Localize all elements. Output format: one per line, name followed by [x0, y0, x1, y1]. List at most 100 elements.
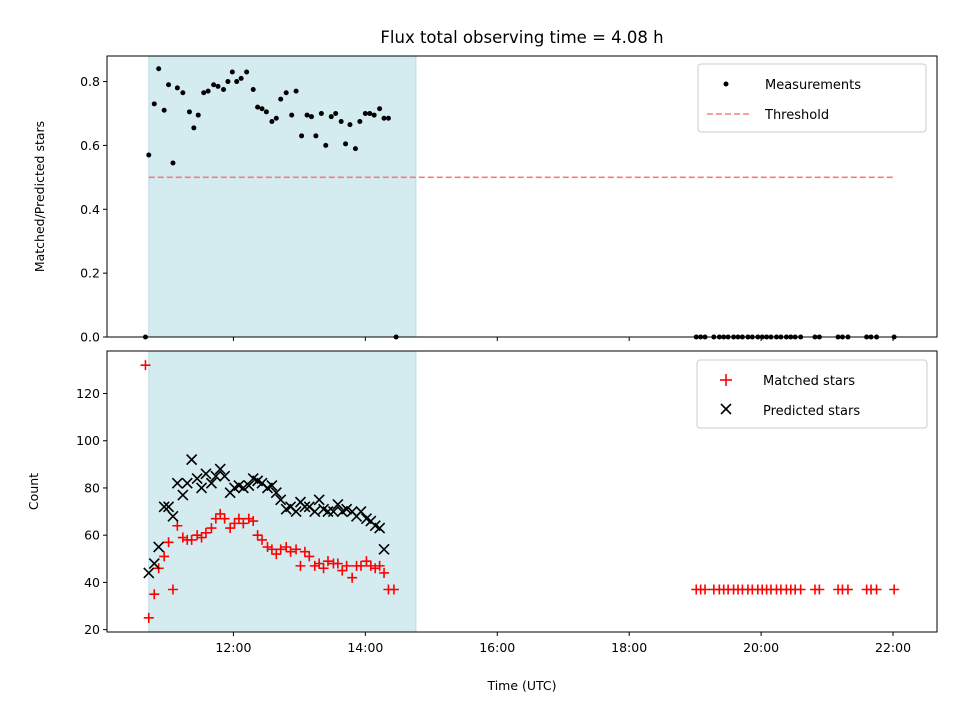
matched-stars-point — [200, 527, 211, 538]
legend-matched-label: Matched stars — [763, 374, 855, 389]
matched-stars-point — [365, 560, 376, 571]
observing-interval-band — [148, 56, 416, 337]
measurements-point — [357, 118, 363, 124]
measurements-point — [186, 109, 192, 115]
predicted-stars-point — [299, 501, 311, 513]
measurements-point — [250, 87, 256, 93]
matched-stars-point — [149, 589, 160, 600]
legend-threshold-label: Threshold — [764, 108, 829, 123]
predicted-stars-point — [177, 489, 189, 501]
measurements-point — [377, 106, 383, 112]
x-axis-label: Time (UTC) — [486, 678, 556, 693]
predicted-stars-point — [195, 482, 208, 494]
matched-stars-point — [370, 563, 381, 574]
measurements-point — [308, 114, 314, 120]
predicted-stars-point — [191, 472, 203, 485]
measurements-point — [146, 152, 152, 158]
predicted-stars-point — [327, 506, 340, 518]
y-tick-label: 0.4 — [80, 202, 100, 217]
bottom-legend: Matched stars Predicted stars — [696, 359, 928, 429]
y-tick-label: 80 — [84, 480, 100, 495]
predicted-stars-point — [275, 494, 287, 506]
measurements-point — [385, 115, 391, 121]
measurements-point — [283, 90, 289, 96]
matched-stars-point — [229, 518, 240, 529]
matched-stars-point — [341, 560, 352, 571]
y-tick-label: 0.8 — [80, 74, 100, 89]
matched-stars-point — [271, 549, 282, 560]
matched-stars-point — [143, 612, 154, 623]
matched-stars-point — [215, 508, 226, 519]
measurements-point — [259, 106, 265, 112]
measurements-point — [381, 115, 387, 121]
predicted-stars-point — [143, 567, 155, 579]
matched-stars-point — [238, 518, 249, 529]
matched-stars-point — [347, 572, 358, 583]
matched-stars-point — [291, 544, 302, 555]
measurements-point — [333, 110, 339, 116]
predicted-stars-point — [332, 498, 344, 511]
measurements-point — [263, 109, 269, 115]
matched-stars-point — [842, 584, 853, 595]
top-legend: Measurements Threshold — [697, 63, 927, 133]
measurements-point — [367, 110, 373, 116]
measurements-point — [201, 90, 207, 96]
measurements-point — [304, 112, 310, 118]
chart-title: Flux total observing time = 4.08 h — [380, 28, 663, 47]
predicted-stars-point — [341, 503, 353, 515]
legend-measurements-label: Measurements — [765, 78, 861, 93]
predicted-stars-point — [313, 494, 325, 506]
matched-stars-point — [304, 551, 315, 562]
measurements-point — [151, 101, 157, 107]
predicted-stars-point — [210, 470, 222, 482]
top-ylabel: Matched/Predicted stars — [32, 121, 47, 272]
predicted-stars-point — [158, 501, 170, 513]
predicted-stars-point — [167, 510, 179, 522]
measurements-point — [352, 146, 358, 152]
measurements-point — [362, 110, 368, 116]
measurements-point — [289, 112, 295, 118]
y-tick-label: 20 — [84, 622, 100, 637]
matched-stars-point — [889, 584, 900, 595]
matched-stars-point — [206, 523, 217, 534]
matched-stars-point — [322, 556, 333, 567]
matched-stars-point — [337, 565, 348, 576]
matched-stars-point — [172, 520, 183, 531]
y-tick-label: 120 — [76, 386, 100, 401]
predicted-stars-point — [214, 463, 226, 475]
x-tick-label: 20:00 — [743, 640, 779, 655]
measurements-point — [215, 83, 221, 89]
measurements-point — [269, 118, 275, 124]
bottom-axes-frame — [106, 350, 938, 633]
predicted-stars-point — [322, 506, 334, 518]
matched-stars-point — [388, 584, 399, 595]
predicted-stars-point — [378, 543, 390, 555]
measurements-point — [174, 85, 180, 91]
measurements-point — [278, 96, 284, 102]
matched-stars-point — [318, 563, 329, 574]
matched-stars-point — [262, 541, 273, 552]
matched-stars-point — [167, 584, 178, 595]
x-tick-label: 22:00 — [875, 640, 911, 655]
matched-stars-point — [159, 551, 170, 562]
predicted-stars-point — [153, 541, 165, 553]
x-tick-label: 18:00 — [611, 640, 647, 655]
predicted-stars-point — [309, 506, 321, 518]
predicted-stars-point — [374, 522, 386, 534]
measurements-point — [323, 142, 329, 148]
matched-stars-point — [266, 544, 277, 555]
matched-stars-point — [248, 516, 259, 527]
predicted-stars-point — [171, 477, 183, 489]
matched-stars-point — [140, 360, 151, 371]
measurements-point — [371, 112, 377, 118]
top-subplot: 0.00.20.40.60.8 Matched/Predicted stars … — [32, 55, 938, 345]
matched-stars-point — [225, 523, 236, 534]
predicted-stars-point — [237, 482, 249, 494]
observing-interval-band — [148, 351, 416, 632]
y-tick-label: 0.2 — [80, 266, 100, 281]
y-tick-label: 0.6 — [80, 138, 100, 153]
matched-stars-point — [163, 537, 174, 548]
measurements-point — [229, 69, 235, 75]
top-axes-frame — [106, 55, 938, 338]
matched-stars-point — [243, 513, 254, 524]
